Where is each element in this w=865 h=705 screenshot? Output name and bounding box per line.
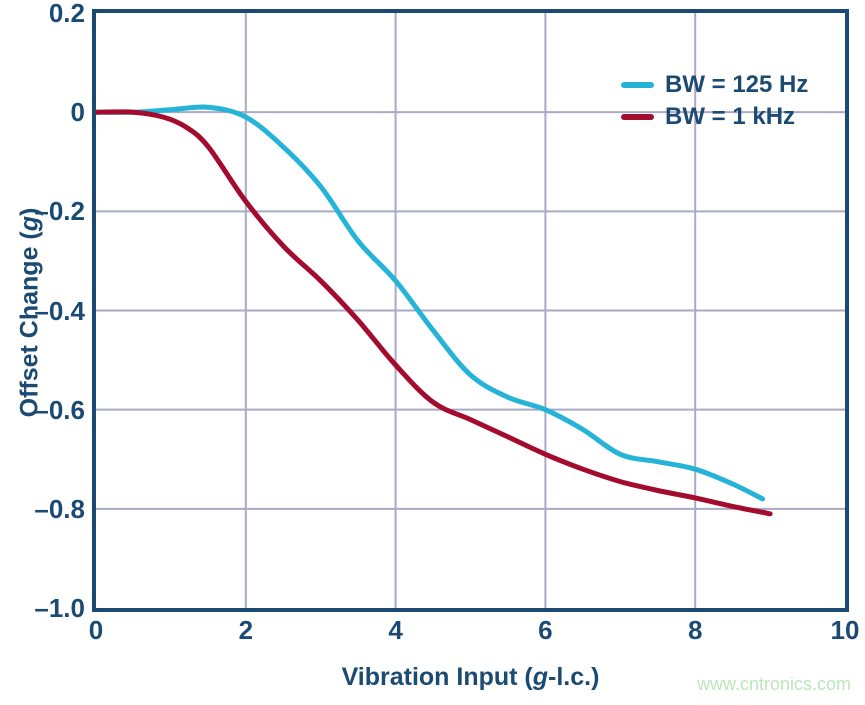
plot-area: BW = 125 Hz BW = 1 kHz (92, 9, 849, 612)
x-tick-label: 2 (238, 615, 254, 645)
y-axis-title: Offset Change (g) (15, 207, 44, 418)
x-tick-label: 0 (88, 615, 104, 645)
watermark-text: www.cntronics.com (696, 674, 851, 694)
y-tick-label: –0.2 (34, 196, 85, 227)
plot-svg (96, 13, 845, 608)
legend-swatch-bw-1-khz (621, 114, 654, 120)
legend-label: BW = 1 kHz (665, 103, 796, 130)
x-tick-label: 10 (830, 615, 860, 645)
legend-item-bw-1-khz: BW = 1 kHz (621, 105, 808, 129)
series-line-bw-125-hz (96, 104, 766, 502)
legend-swatch-bw-125-hz (621, 82, 654, 88)
y-tick-label: 0 (70, 97, 85, 128)
legend-label: BW = 125 Hz (665, 71, 809, 98)
y-tick-label: –0.6 (34, 394, 85, 425)
series-line-bw-1-khz (96, 109, 773, 517)
y-tick-label: –0.8 (34, 493, 85, 524)
x-axis-title: Vibration Input (g-l.c.) (341, 663, 600, 691)
y-tick-label: –0.4 (34, 295, 85, 326)
x-tick-label: 6 (538, 615, 553, 645)
y-tick-label: 0.2 (48, 0, 85, 28)
x-tick-label: 8 (687, 615, 703, 645)
x-tick-label: 4 (388, 615, 403, 645)
legend-item-bw-125-hz: BW = 125 Hz (621, 73, 808, 97)
y-tick-label: –1.0 (34, 593, 85, 623)
legend: BW = 125 Hz BW = 1 kHz (621, 73, 808, 129)
